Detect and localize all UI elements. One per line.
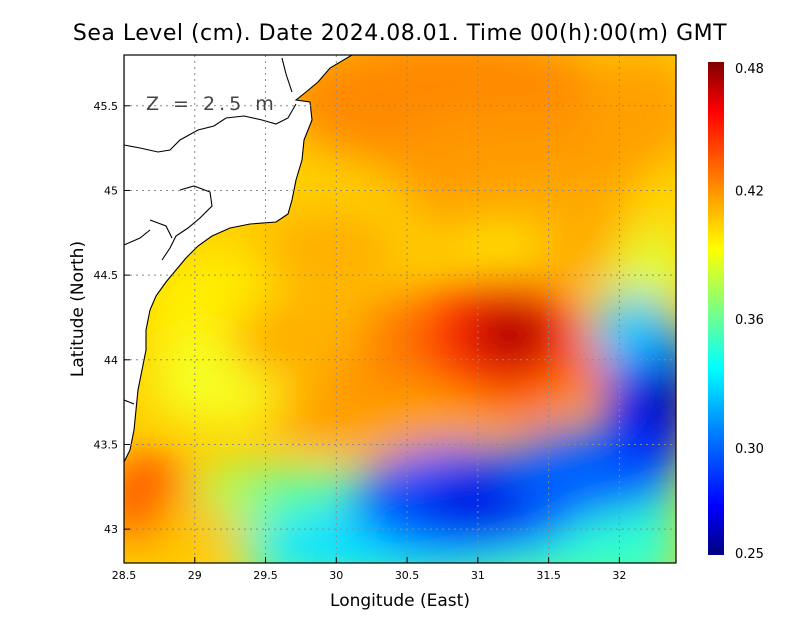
y-axis-title: Latitude (North) [68, 241, 88, 377]
x-tick-label: 29.5 [253, 569, 278, 582]
colorbar-tick-label: 0.25 [735, 547, 764, 562]
x-tick-label: 30.5 [395, 569, 420, 582]
colorbar-tick-label: 0.36 [735, 313, 764, 328]
y-tick-label: 44.5 [94, 269, 119, 282]
map-title: Sea Level (cm). Date 2024.08.01. Time 00… [73, 21, 727, 46]
y-tick-label: 44 [104, 354, 118, 367]
x-tick-label: 31.5 [536, 569, 561, 582]
y-tick-label: 43 [104, 523, 118, 536]
colorbar-tick-label: 0.42 [735, 185, 764, 200]
x-tick-label: 31 [471, 569, 485, 582]
x-axis-title: Longitude (East) [330, 591, 470, 611]
colorbar [708, 62, 724, 555]
colorbar-tick-label: 0.48 [735, 62, 764, 77]
y-tick-label: 45.5 [94, 100, 119, 113]
coastline-details [124, 57, 297, 405]
land-area [124, 55, 354, 463]
colorbar-ticks: 0.48 0.42 0.36 0.30 0.25 [735, 62, 764, 562]
grid-lines [124, 55, 676, 563]
x-tick-label: 29 [188, 569, 202, 582]
depth-label: Z = 2.5 m [146, 93, 278, 115]
sea-level-field [124, 55, 676, 563]
plot-frame [123, 54, 677, 564]
axis-ticks: 28.5 29 29.5 30 30.5 31 31.5 32 43 43.5 44 44.5 45 45… [94, 100, 627, 582]
x-tick-label: 30 [329, 569, 343, 582]
x-tick-label: 32 [612, 569, 626, 582]
y-tick-label: 43.5 [94, 438, 119, 451]
y-tick-label: 45 [104, 184, 118, 197]
colorbar-tick-label: 0.30 [735, 442, 764, 457]
x-tick-label: 28.5 [112, 569, 137, 582]
